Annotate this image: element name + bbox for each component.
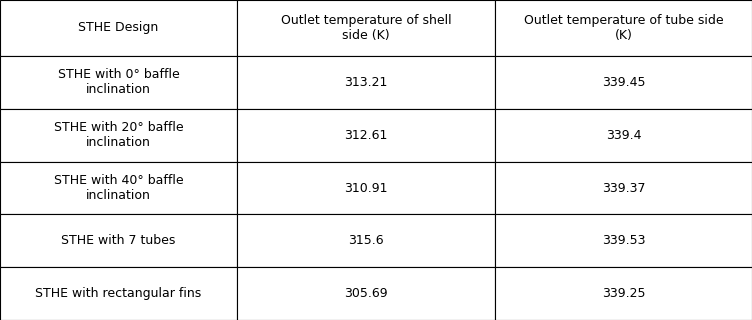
Text: STHE with 40° baffle
inclination: STHE with 40° baffle inclination	[53, 174, 183, 202]
Text: 315.6: 315.6	[348, 234, 384, 247]
Text: Outlet temperature of tube side
(K): Outlet temperature of tube side (K)	[523, 14, 723, 42]
Text: 313.21: 313.21	[344, 76, 387, 89]
Text: 339.37: 339.37	[602, 181, 645, 195]
Text: 339.53: 339.53	[602, 234, 645, 247]
Bar	[237, 109, 495, 162]
Bar	[495, 0, 752, 56]
Bar	[495, 162, 752, 214]
Bar	[0, 214, 237, 267]
Bar	[495, 267, 752, 320]
Text: 339.4: 339.4	[605, 129, 641, 142]
Bar	[0, 162, 237, 214]
Bar	[495, 109, 752, 162]
Text: STHE with 7 tubes: STHE with 7 tubes	[61, 234, 176, 247]
Bar	[0, 0, 237, 56]
Text: 305.69: 305.69	[344, 287, 388, 300]
Bar	[237, 214, 495, 267]
Text: Outlet temperature of shell
side (K): Outlet temperature of shell side (K)	[280, 14, 451, 42]
Text: STHE with 20° baffle
inclination: STHE with 20° baffle inclination	[53, 121, 183, 149]
Text: 339.25: 339.25	[602, 287, 645, 300]
Text: STHE with 0° baffle
inclination: STHE with 0° baffle inclination	[58, 68, 179, 96]
Bar	[237, 162, 495, 214]
Text: 312.61: 312.61	[344, 129, 387, 142]
Bar	[0, 267, 237, 320]
Bar	[495, 56, 752, 109]
Text: 310.91: 310.91	[344, 181, 387, 195]
Text: 339.45: 339.45	[602, 76, 645, 89]
Bar	[0, 109, 237, 162]
Bar	[495, 214, 752, 267]
Text: STHE Design: STHE Design	[78, 21, 159, 35]
Bar	[237, 0, 495, 56]
Bar	[0, 56, 237, 109]
Text: STHE with rectangular fins: STHE with rectangular fins	[35, 287, 202, 300]
Bar	[237, 267, 495, 320]
Bar	[237, 56, 495, 109]
